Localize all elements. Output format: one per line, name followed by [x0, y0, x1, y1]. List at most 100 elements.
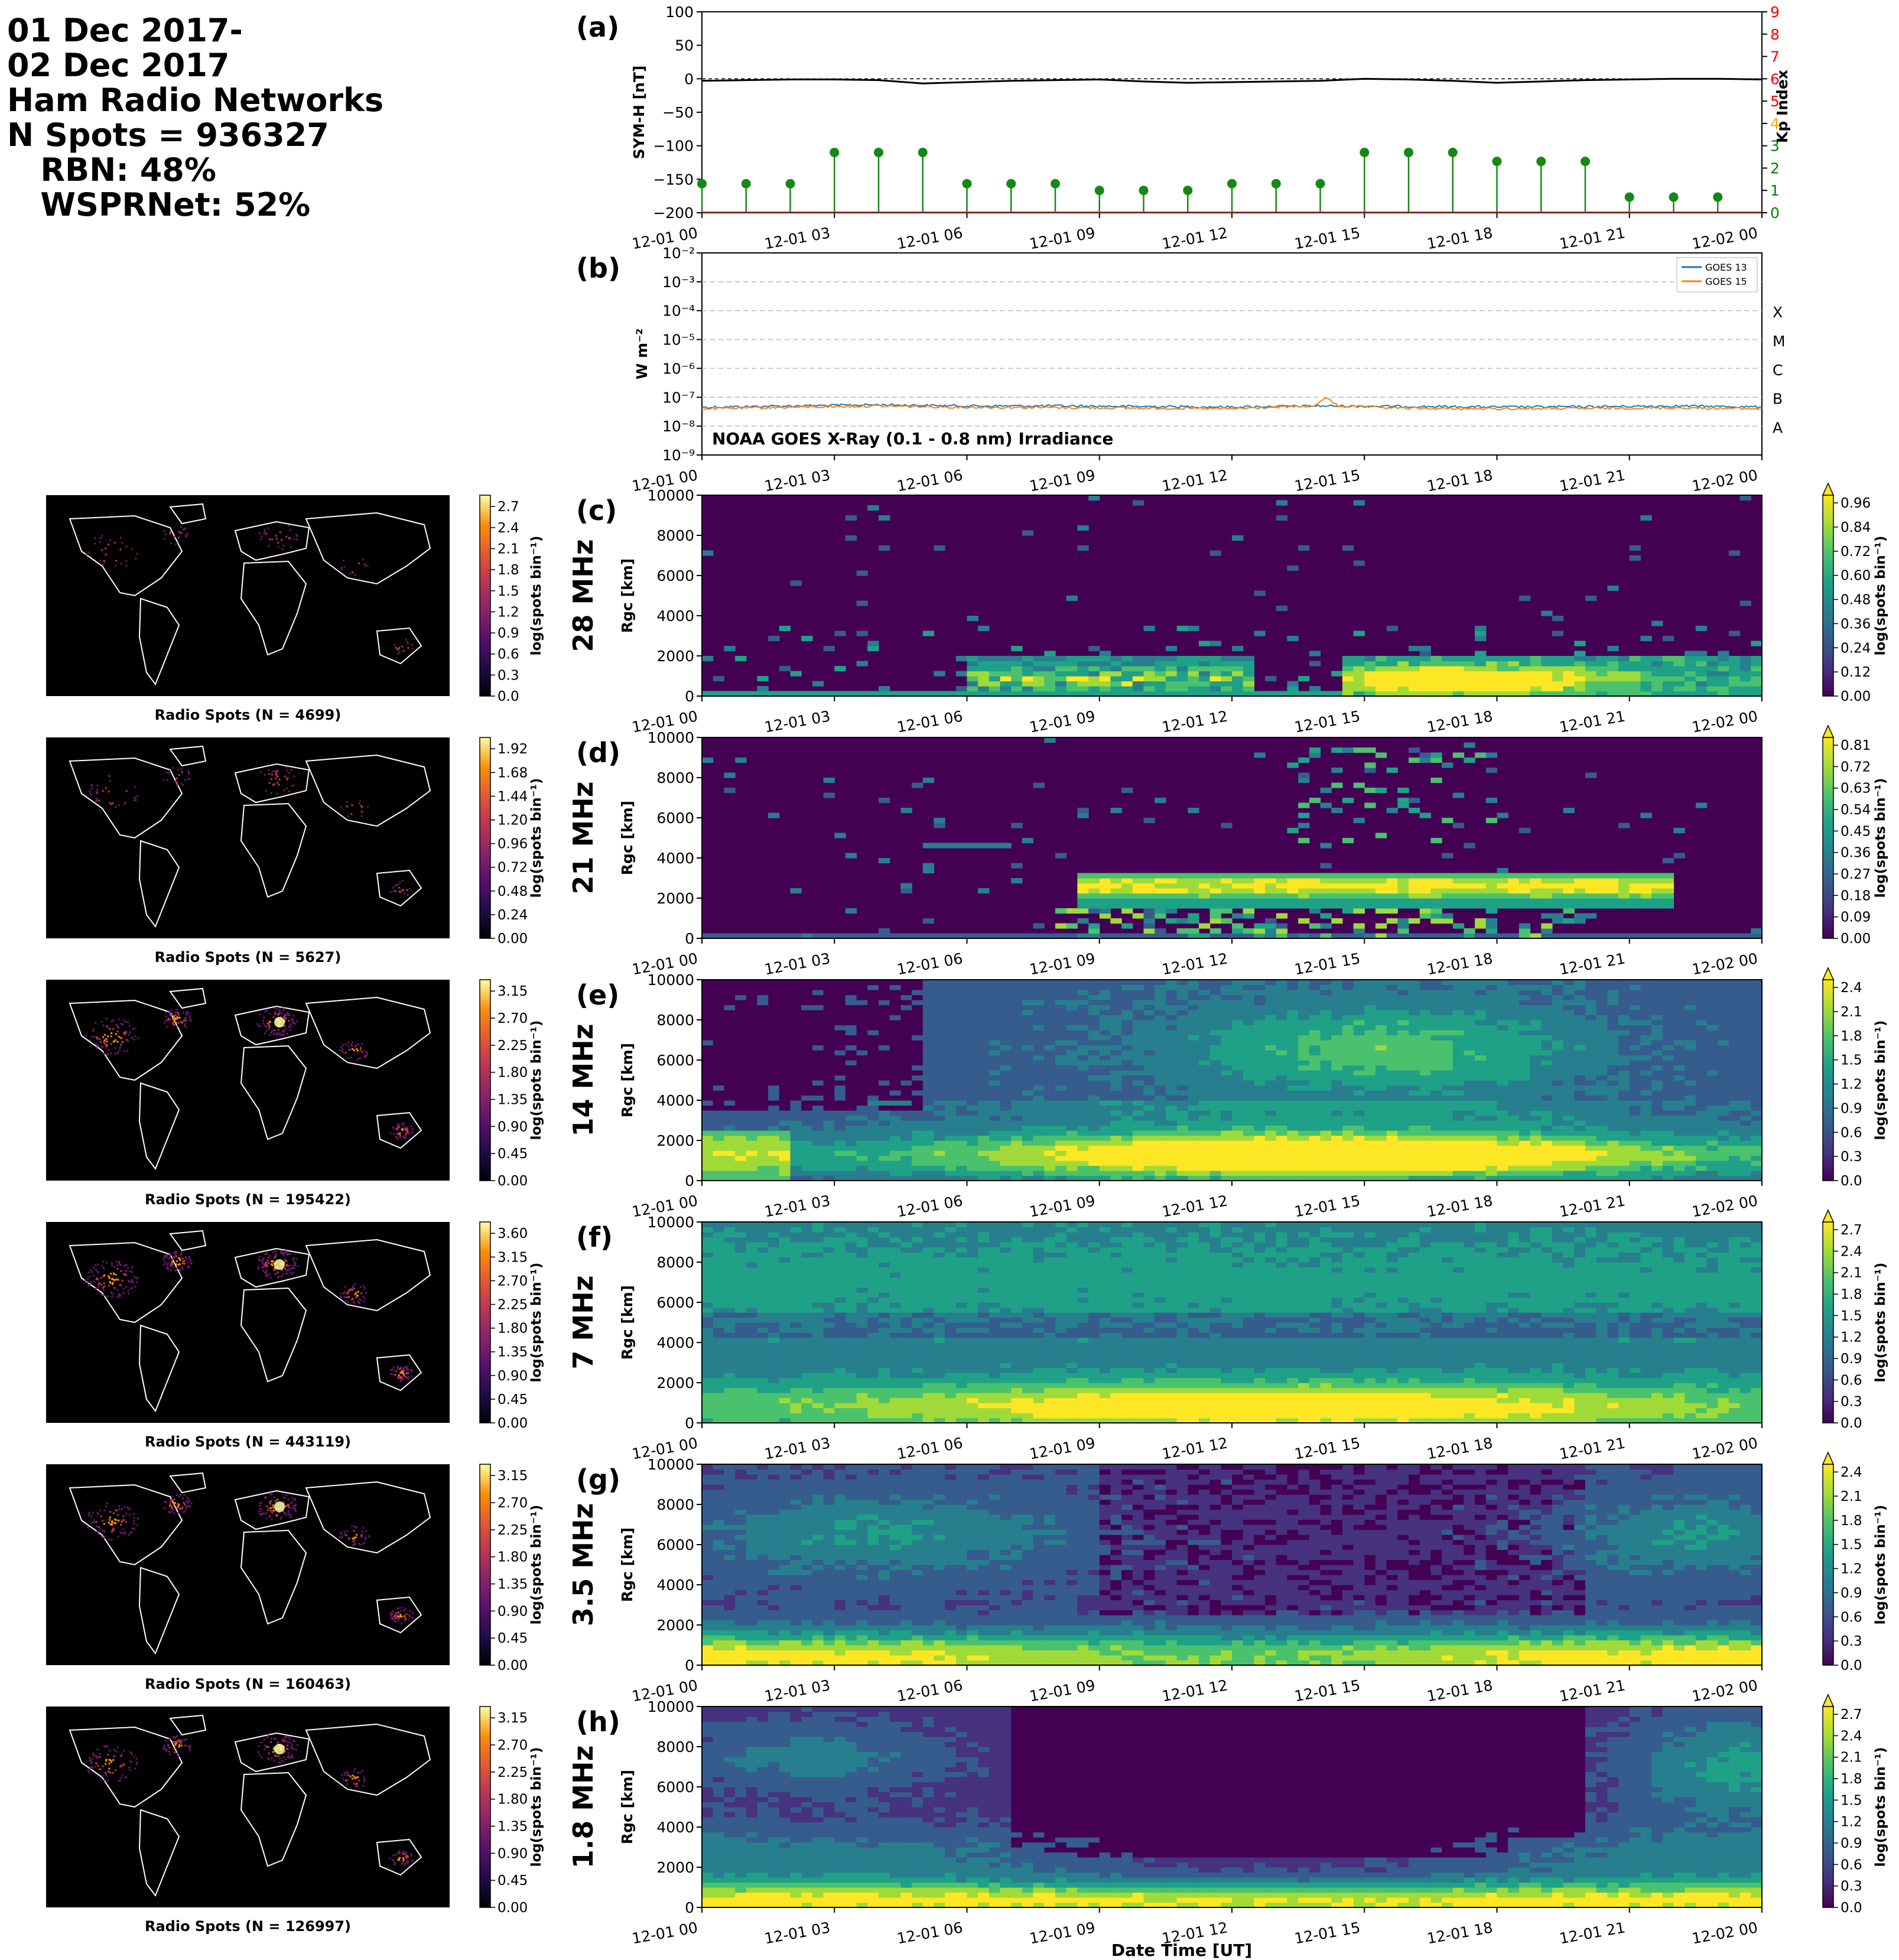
heatmap-cell [1331, 1130, 1343, 1136]
heatmap-cell [1265, 893, 1277, 899]
heatmap-cell [1298, 676, 1310, 682]
heatmap-cell [945, 1060, 957, 1066]
heatmap-cell [1508, 1080, 1520, 1086]
heatmap-cell [1265, 990, 1277, 996]
heatmap-cell [1364, 1125, 1376, 1131]
heatmap-cell [1518, 994, 1531, 1000]
heatmap-cell [1685, 681, 1696, 687]
heatmap-cell [1077, 1020, 1089, 1026]
heatmap-cell [702, 1120, 714, 1126]
heatmap-cell [1419, 1085, 1431, 1091]
heatmap-cell [1132, 1090, 1144, 1096]
heatmap-x-tick-label: 12-01 12 [1160, 950, 1229, 978]
heatmap-cell [1518, 1161, 1531, 1166]
heatmap-cell [1287, 994, 1299, 1000]
heatmap-cell [1198, 878, 1211, 884]
heatmap-cell [1419, 691, 1431, 697]
heatmap-cell [1033, 691, 1045, 697]
heatmap-cell [1320, 1100, 1332, 1106]
heatmap-cell [1409, 1171, 1420, 1176]
heatmap-cell [1188, 1065, 1199, 1071]
heatmap-cell [988, 661, 1001, 667]
heatmap-cell [1077, 1055, 1089, 1061]
heatmap-cell [1000, 666, 1012, 672]
heatmap-cell [1530, 1025, 1542, 1031]
heatmap-cell [922, 1080, 935, 1086]
heatmap-cell [1232, 1085, 1244, 1091]
heatmap-cell [1165, 893, 1178, 899]
heatmap-cell [713, 1115, 724, 1121]
heatmap-cell [1165, 888, 1178, 894]
heatmap-cell [1044, 1100, 1056, 1106]
heatmap-cell [1209, 1060, 1221, 1066]
heatmap-cell [1397, 1165, 1409, 1171]
heatmap-cell [955, 1000, 968, 1006]
heatmap-cell [1309, 1155, 1321, 1161]
heatmap-cell [1518, 893, 1531, 899]
heatmap-cell [724, 1020, 736, 1026]
heatmap-cell [1485, 1150, 1498, 1156]
heatmap-cell [1375, 1085, 1387, 1091]
heatmap-cell [1243, 1115, 1254, 1121]
heatmap-cell [1221, 686, 1233, 692]
heatmap-cell [1265, 1130, 1277, 1136]
heatmap-cell [1155, 1005, 1166, 1010]
heatmap-cell [1585, 1105, 1597, 1111]
heatmap-cell [812, 1010, 824, 1016]
heatmap-cell [1518, 1065, 1531, 1071]
heatmap-cell [1188, 1095, 1199, 1101]
heatmap-cell [1176, 1065, 1188, 1071]
heatmap-cell [1209, 888, 1221, 894]
heatmap-cell [1695, 676, 1708, 682]
heatmap-cell [1607, 888, 1619, 894]
heatmap-cell [779, 1025, 791, 1031]
symh-tick-label: −100 [653, 138, 694, 155]
heatmap-cell [900, 1015, 912, 1020]
heatmap-cell [1011, 1105, 1023, 1111]
heatmap-cell [867, 1161, 879, 1166]
heatmap-cell [1541, 656, 1553, 662]
heatmap-cell [1552, 994, 1564, 1000]
heatmap-cell [1022, 1035, 1034, 1041]
heatmap-cell [1585, 1140, 1597, 1146]
heatmap-cell [1221, 656, 1233, 662]
heatmap-cell [1198, 1165, 1211, 1171]
heatmap-cell [1464, 1135, 1475, 1141]
heatmap-cell [1618, 1165, 1630, 1171]
heatmap-cell [1552, 1010, 1564, 1016]
heatmap-cell [1077, 984, 1089, 990]
heatmap-cell [1552, 1125, 1564, 1131]
heatmap-cell [735, 1135, 747, 1141]
heatmap-cell [1265, 1161, 1277, 1166]
kp-point [1669, 192, 1679, 202]
heatmap-cell [1265, 923, 1277, 929]
heatmap-cell [978, 656, 990, 662]
heatmap-cell [1375, 1171, 1387, 1176]
heatmap-cell [1552, 1130, 1564, 1136]
heatmap-cell [1066, 1085, 1078, 1091]
heatmap-cell [834, 1110, 846, 1116]
heatmap-cell [1132, 1095, 1144, 1101]
heatmap-cell [856, 1080, 868, 1086]
heatmap-cell [845, 853, 857, 859]
heatmap-cell [845, 1105, 857, 1111]
heatmap-cell [1386, 1125, 1398, 1131]
heatmap-cell [1022, 1000, 1034, 1006]
heatmap-cell [1452, 893, 1465, 899]
heatmap-cell [922, 778, 935, 784]
heatmap-cell [867, 1095, 879, 1101]
heatmap-cell [1276, 898, 1288, 904]
heatmap-cell [967, 686, 978, 692]
heatmap-cell [1563, 918, 1575, 924]
heatmap-cell [1497, 1110, 1508, 1116]
heatmap-cell [856, 1035, 868, 1041]
heatmap-cell [1442, 661, 1453, 667]
heatmap-cell [1033, 1140, 1045, 1146]
heatmap-cell [1077, 898, 1089, 904]
heatmap-cell [1011, 1135, 1023, 1141]
heatmap-cell [1585, 933, 1597, 939]
heatmap-cell [1375, 833, 1387, 838]
heatmap-cell [1331, 980, 1343, 986]
heatmap-cell [823, 1175, 835, 1181]
heatmap-cell [934, 1175, 945, 1181]
